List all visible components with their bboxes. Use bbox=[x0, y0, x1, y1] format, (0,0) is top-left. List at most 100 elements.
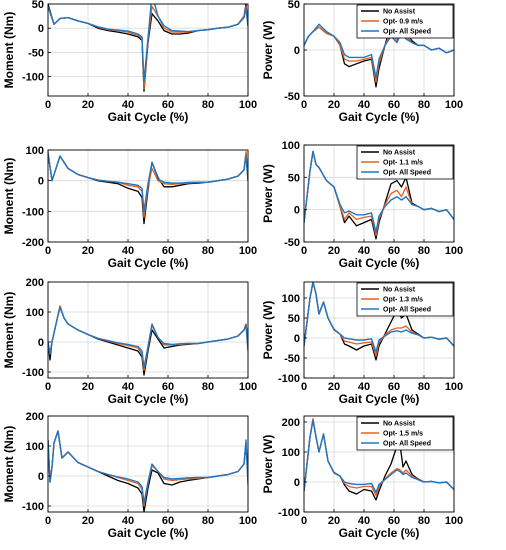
x-tick-label: 20 bbox=[328, 245, 340, 257]
x-tick-label: 20 bbox=[82, 515, 94, 527]
series-line-3 bbox=[304, 419, 454, 494]
x-tick-label: 60 bbox=[162, 99, 174, 111]
plot-area bbox=[48, 282, 248, 378]
y-tick-label: 100 bbox=[282, 140, 300, 152]
legend-entry: No Assist bbox=[383, 287, 416, 294]
y-tick-label: -100 bbox=[22, 206, 44, 218]
x-tick-label: 100 bbox=[239, 381, 257, 393]
x-tick-label: 40 bbox=[122, 381, 134, 393]
x-tick-label: 20 bbox=[328, 381, 340, 393]
y-tick-label: 200 bbox=[26, 411, 44, 423]
x-tick-label: 60 bbox=[388, 245, 400, 257]
y-tick-label: -50 bbox=[284, 237, 300, 249]
panel-1: 0 20 40 60 80 100 50 0 -50 -100 Gait Cycle (%) Mome… bbox=[2, 0, 257, 124]
y-tick-label: -100 bbox=[22, 72, 44, 84]
y-axis-label: Moment (Nm) bbox=[2, 426, 16, 503]
legend-entry: Opt- 1.5 m/s bbox=[383, 431, 423, 438]
y-tick-label: 100 bbox=[26, 145, 44, 157]
y-tick-label: 0 bbox=[38, 471, 44, 483]
x-tick-label: 20 bbox=[82, 245, 94, 257]
legend-entry: Opt- 1.1 m/s bbox=[383, 160, 423, 167]
series-group bbox=[48, 430, 248, 512]
y-axis-label: Power (W) bbox=[261, 21, 275, 80]
x-tick-label: 100 bbox=[239, 99, 257, 111]
legend-entry: Opt- All Speed bbox=[383, 441, 431, 448]
x-tick-label: 80 bbox=[418, 381, 430, 393]
x-tick-label: 0 bbox=[301, 245, 307, 257]
y-tick-label: 100 bbox=[26, 307, 44, 319]
y-tick-label: 50 bbox=[288, 172, 300, 184]
legend-entry: Opt- 0.9 m/s bbox=[383, 19, 423, 26]
y-tick-label: 0 bbox=[294, 477, 300, 489]
y-tick-label: 50 bbox=[288, 0, 300, 11]
legend: No Assist Opt- 1.3 m/s Opt- All Speed bbox=[356, 282, 454, 317]
y-tick-label: 50 bbox=[32, 0, 44, 11]
y-tick-label: -50 bbox=[28, 47, 44, 59]
y-tick-label: 0 bbox=[294, 333, 300, 345]
x-tick-label: 0 bbox=[301, 515, 307, 527]
series-group bbox=[48, 4, 248, 92]
legend-entry: No Assist bbox=[383, 9, 416, 16]
y-tick-label: 0 bbox=[294, 45, 300, 57]
x-tick-label: 0 bbox=[301, 99, 307, 111]
series-group bbox=[304, 150, 454, 240]
x-tick-label: 40 bbox=[358, 245, 370, 257]
x-tick-label: 80 bbox=[418, 515, 430, 527]
series-line-3 bbox=[304, 23, 454, 79]
x-tick-label: 80 bbox=[202, 515, 214, 527]
axes-box bbox=[303, 281, 455, 379]
plot-area bbox=[48, 416, 248, 512]
y-tick-label: -100 bbox=[22, 501, 44, 513]
axes-box bbox=[47, 149, 249, 243]
axes-box bbox=[303, 144, 455, 243]
panel-3: 0 20 40 60 80 100 100 0 -100 -200 Gait Cycle (%) Mo… bbox=[2, 145, 257, 270]
x-tick-label: 0 bbox=[301, 381, 307, 393]
x-tick-label: 60 bbox=[162, 381, 174, 393]
x-tick-label: 80 bbox=[202, 245, 214, 257]
x-tick-label: 40 bbox=[122, 245, 134, 257]
axes-box bbox=[47, 415, 249, 513]
series-line-3 bbox=[48, 430, 248, 504]
legend-entry: Opt- All Speed bbox=[383, 307, 431, 314]
y-tick-label: 200 bbox=[26, 277, 44, 289]
axes-box bbox=[47, 281, 249, 379]
series-line-3 bbox=[304, 150, 454, 234]
series-group bbox=[48, 305, 248, 376]
y-axis-label: Moment (Nm) bbox=[2, 292, 16, 369]
x-axis-label: Gait Cycle (%) bbox=[339, 392, 420, 406]
y-axis-label: Power (W) bbox=[261, 435, 275, 494]
x-tick-label: 0 bbox=[45, 245, 51, 257]
x-tick-label: 40 bbox=[122, 515, 134, 527]
y-tick-label: -50 bbox=[284, 91, 300, 103]
x-tick-label: 60 bbox=[388, 515, 400, 527]
x-tick-label: 40 bbox=[122, 99, 134, 111]
x-tick-label: 0 bbox=[45, 381, 51, 393]
plot-area bbox=[48, 150, 248, 242]
x-tick-label: 0 bbox=[45, 515, 51, 527]
x-tick-label: 100 bbox=[445, 245, 463, 257]
series-group bbox=[304, 418, 454, 501]
legend: No Assist Opt- 1.1 m/s Opt- All Speed bbox=[356, 145, 454, 180]
y-tick-label: -50 bbox=[284, 353, 300, 365]
series-line-3 bbox=[48, 152, 248, 213]
x-tick-label: 20 bbox=[328, 99, 340, 111]
x-axis-label: Gait Cycle (%) bbox=[339, 526, 420, 540]
x-tick-label: 60 bbox=[388, 99, 400, 111]
legend-entry: Opt- All Speed bbox=[383, 170, 431, 177]
series-group bbox=[304, 282, 454, 361]
y-tick-label: 0 bbox=[38, 23, 44, 35]
panel-6: 0 20 40 60 80 100 100 50 0 -50 -100 Gait Cycle (%) P… bbox=[261, 281, 463, 406]
legend-entry: Opt- 1.3 m/s bbox=[383, 297, 423, 304]
x-tick-label: 60 bbox=[162, 515, 174, 527]
x-axis-label: Gait Cycle (%) bbox=[108, 526, 189, 540]
y-tick-label: -100 bbox=[22, 367, 44, 379]
x-tick-label: 20 bbox=[328, 515, 340, 527]
y-tick-label: 0 bbox=[38, 337, 44, 349]
x-axis-label: Gait Cycle (%) bbox=[108, 110, 189, 124]
series-group bbox=[48, 150, 248, 225]
x-tick-label: 100 bbox=[239, 515, 257, 527]
